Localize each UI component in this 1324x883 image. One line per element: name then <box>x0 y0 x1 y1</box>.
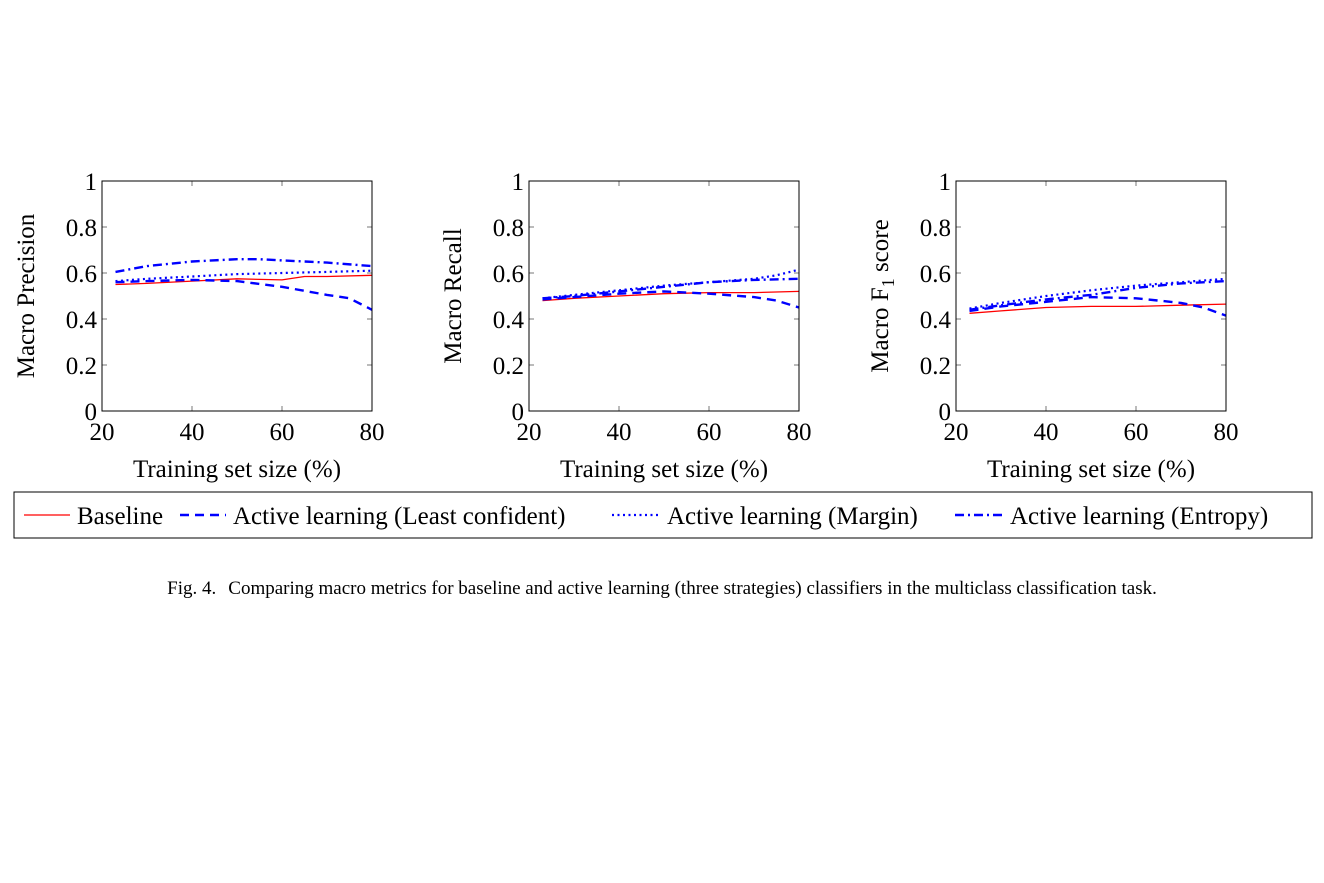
series-line-dashdot <box>542 277 799 300</box>
plot-frame <box>101 180 373 412</box>
x-tick-label: 60 <box>1124 419 1149 446</box>
plot-frame <box>955 180 1227 412</box>
plots-area: 20 40 60 80 0 0.2 0.4 0.6 0.8 1 Training set size … <box>13 169 1239 483</box>
series-line-dashed <box>969 295 1226 317</box>
x-axis-label: Training set size (%) <box>560 456 768 483</box>
x-axis-label: Training set size (%) <box>987 456 1195 483</box>
y-tick-label: 0 <box>512 399 525 426</box>
figure-caption: Fig. 4. Comparing macro metrics for basel… <box>0 578 1324 600</box>
series-line-dotted <box>969 277 1226 310</box>
y-tick-label: 0.4 <box>66 307 98 334</box>
y-tick-label: 0.8 <box>66 215 97 242</box>
chart-panel-1: 20 40 60 80 0 0.2 0.4 0.6 0.8 1 Training set size … <box>13 169 385 483</box>
x-tick-label: 20 <box>90 419 115 446</box>
x-tick-label: 60 <box>697 419 722 446</box>
y-axis-label: Macro F1 score <box>867 219 898 372</box>
x-tick-label: 40 <box>607 419 632 446</box>
legend-label: Active learning (Margin) <box>667 503 918 530</box>
legend-box <box>13 491 1313 539</box>
legend-label: Active learning (Entropy) <box>1010 503 1268 530</box>
y-tick-label: 0.8 <box>493 215 524 242</box>
y-tick-label: 0.6 <box>493 261 524 288</box>
y-tick-label: 1 <box>512 169 525 196</box>
plot-frame <box>528 180 800 412</box>
x-tick-label: 40 <box>180 419 205 446</box>
x-tick-label: 20 <box>517 419 542 446</box>
chart-panel-2: 20 40 60 80 0 0.2 0.4 0.6 0.8 1 Training set size … <box>440 169 812 483</box>
series-line-dotted <box>115 269 372 283</box>
series-line-dashdot <box>969 279 1226 311</box>
y-tick-label: 0.6 <box>920 261 951 288</box>
y-tick-label: 0 <box>85 399 98 426</box>
x-tick-label: 80 <box>787 419 812 446</box>
y-tick-label: 0.2 <box>920 353 951 380</box>
x-tick-label: 80 <box>360 419 385 446</box>
y-tick-label: 0.2 <box>66 353 97 380</box>
caption-label: Fig. 4. <box>167 578 217 599</box>
series-line-dashdot <box>115 258 372 274</box>
legend: Baseline Active learning (Least confident… <box>13 491 1313 539</box>
series-line-solid <box>969 303 1226 314</box>
chart-panel-3: 20 40 60 80 0 0.2 0.4 0.6 0.8 1 Training set size … <box>867 169 1239 483</box>
y-tick-label: 1 <box>85 169 98 196</box>
series-line-solid <box>115 274 372 286</box>
y-tick-label: 0.4 <box>493 307 525 334</box>
y-axis-label: Macro Precision <box>13 213 40 378</box>
y-tick-label: 1 <box>939 169 952 196</box>
x-axis-label: Training set size (%) <box>133 456 341 483</box>
legend-label: Baseline <box>77 503 163 530</box>
y-tick-label: 0.4 <box>920 307 952 334</box>
series-line-dashed <box>115 278 372 311</box>
y-tick-label: 0.2 <box>493 353 524 380</box>
x-tick-label: 60 <box>270 419 295 446</box>
y-tick-label: 0 <box>939 399 952 426</box>
caption-text: Comparing macro metrics for baseline and… <box>228 578 1157 599</box>
x-tick-label: 20 <box>944 419 969 446</box>
y-axis-label: Macro Recall <box>440 228 467 363</box>
x-tick-label: 40 <box>1034 419 1059 446</box>
x-tick-label: 80 <box>1214 419 1239 446</box>
y-tick-label: 0.6 <box>66 261 97 288</box>
series-line-dashed <box>542 290 799 309</box>
legend-label: Active learning (Least confident) <box>233 503 566 530</box>
y-tick-label: 0.8 <box>920 215 951 242</box>
